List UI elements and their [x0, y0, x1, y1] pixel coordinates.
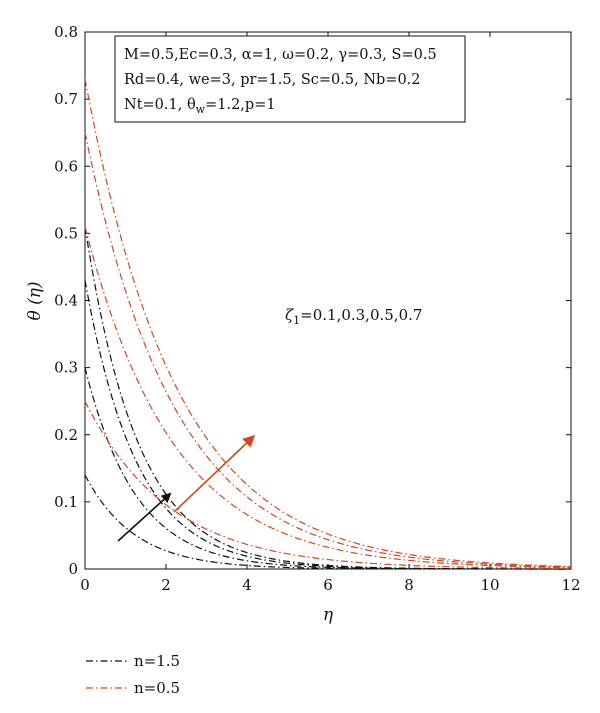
y-tick-label: 0.6 — [54, 157, 78, 175]
y-tick-label: 0.4 — [54, 292, 78, 310]
series-line-n1-5 — [84, 367, 571, 570]
y-tick-label: 0.1 — [54, 493, 78, 511]
x-tick-label: 2 — [161, 576, 171, 594]
series-line-n0-5 — [84, 132, 572, 568]
series-line-n0-5 — [84, 78, 572, 568]
series-line-n0-5 — [84, 226, 572, 569]
y-tick-label: 0.8 — [54, 23, 78, 41]
series-line-n0-5 — [84, 400, 572, 570]
legend: n=1.5 n=0.5 — [86, 652, 180, 697]
y-tick-label: 0.5 — [54, 224, 78, 242]
x-tick-label: 6 — [323, 576, 333, 594]
info-line-2: Rd=0.4, we=3, pr=1.5, Sc=0.5, Nb=0.2 — [124, 72, 421, 88]
info-line-1: M=0.5,Ec=0.3, α=1, ω=0.2, γ=0.3, S=0.5 — [124, 47, 437, 63]
x-tick-label: 12 — [561, 576, 580, 594]
y-axis-label: θ (η) — [25, 281, 45, 320]
zeta-annotation: ζ1=0.1,0.3,0.5,0.7 — [285, 306, 422, 327]
y-tick-label: 0 — [68, 560, 78, 578]
x-tick-label: 0 — [80, 576, 90, 594]
legend-label-n0-5: n=0.5 — [134, 679, 180, 697]
x-tick-label: 10 — [480, 576, 499, 594]
legend-label-n1-5: n=1.5 — [134, 652, 180, 670]
series-line-n1-5 — [84, 226, 571, 570]
x-tick-label: 4 — [242, 576, 252, 594]
x-tick-label: 8 — [404, 576, 414, 594]
info-box — [114, 35, 466, 123]
info-line-3: Nt=0.1, θw=1.2,p=1 — [124, 97, 276, 116]
y-tick-label: 0.7 — [54, 90, 78, 108]
y-tick-label: 0.2 — [54, 426, 78, 444]
y-axis-ticks: 0 0.1 0.2 0.3 0.4 0.5 0.6 0.7 0.8 — [54, 23, 571, 578]
x-axis-label: η — [323, 605, 334, 625]
red-arrow — [173, 434, 256, 513]
black-arrow — [117, 492, 172, 542]
series-line-n1-5 — [84, 474, 571, 570]
y-tick-label: 0.3 — [54, 359, 78, 377]
